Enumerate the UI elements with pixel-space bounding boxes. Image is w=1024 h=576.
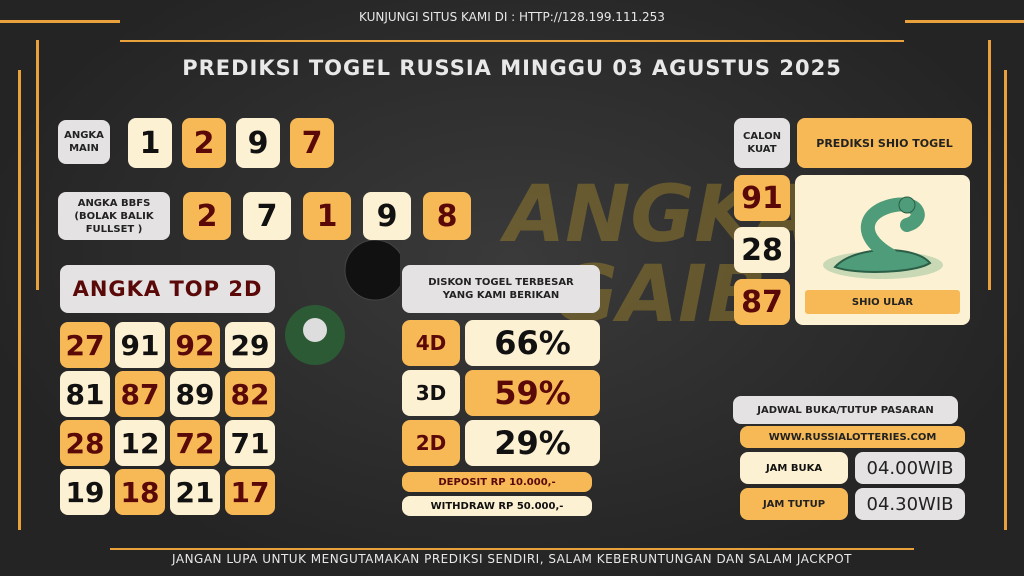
top2d-number: 21 xyxy=(170,469,220,515)
main-digit: 9 xyxy=(236,118,280,168)
diskon-value: 59% xyxy=(465,370,600,416)
decor xyxy=(36,40,39,290)
decor xyxy=(905,20,1024,23)
top2d-number: 19 xyxy=(60,469,110,515)
decor xyxy=(110,548,914,550)
withdraw: WITHDRAW RP 50.000,- xyxy=(402,496,592,516)
buka-time: 04.00WIB xyxy=(855,452,965,484)
footer: JANGAN LUPA UNTUK MENGUTAMAKAN PREDIKSI … xyxy=(172,552,852,566)
top2d-number: 17 xyxy=(225,469,275,515)
bbfs-label: ANGKA BBFS (BOLAK BALIK FULLSET ) xyxy=(58,192,170,240)
decor xyxy=(0,20,120,23)
diskon-game: 3D xyxy=(402,370,460,416)
tutup-label: JAM TUTUP xyxy=(740,488,848,520)
shio-name: SHIO ULAR xyxy=(805,290,960,314)
shio-title: PREDIKSI SHIO TOGEL xyxy=(797,118,972,168)
bbfs-digit: 1 xyxy=(303,192,351,240)
main-digit: 7 xyxy=(290,118,334,168)
top2d-number: 87 xyxy=(115,371,165,417)
buka-label: JAM BUKA xyxy=(740,452,848,484)
diskon-game: 2D xyxy=(402,420,460,466)
top2d-number: 81 xyxy=(60,371,110,417)
decor xyxy=(18,70,21,530)
visit-text: KUNJUNGI SITUS KAMI DI : HTTP://128.199.… xyxy=(359,10,665,24)
top2d-number: 89 xyxy=(170,371,220,417)
main-digit: 1 xyxy=(128,118,172,168)
jadwal-title: JADWAL BUKA/TUTUP PASARAN xyxy=(733,396,958,424)
top2d-number: 82 xyxy=(225,371,275,417)
decor xyxy=(1004,70,1007,530)
site: WWW.RUSSIALOTTERIES.COM xyxy=(740,426,965,448)
top2d-number: 72 xyxy=(170,420,220,466)
bbfs-digit: 8 xyxy=(423,192,471,240)
decor xyxy=(120,40,904,42)
top2d-number: 91 xyxy=(115,322,165,368)
main-digit: 2 xyxy=(182,118,226,168)
top2d-number: 18 xyxy=(115,469,165,515)
top2d-number: 71 xyxy=(225,420,275,466)
diskon-label: DISKON TOGEL TERBESAR YANG KAMI BERIKAN xyxy=(402,265,600,313)
calon-label: CALON KUAT xyxy=(734,118,790,168)
bbfs-digit: 9 xyxy=(363,192,411,240)
shio-number: 91 xyxy=(734,175,790,221)
diskon-value: 29% xyxy=(465,420,600,466)
decor xyxy=(285,240,400,365)
title: PREDIKSI TOGEL RUSSIA MINGGU 03 AGUSTUS … xyxy=(182,56,842,80)
top2d-number: 92 xyxy=(170,322,220,368)
bbfs-digit: 2 xyxy=(183,192,231,240)
top2d-number: 29 xyxy=(225,322,275,368)
shio-number: 87 xyxy=(734,279,790,325)
diskon-value: 66% xyxy=(465,320,600,366)
top2d-number: 12 xyxy=(115,420,165,466)
snake xyxy=(823,196,943,279)
angka-main-label: ANGKA MAIN xyxy=(58,120,110,164)
deposit: DEPOSIT RP 10.000,- xyxy=(402,472,592,492)
shio-number: 28 xyxy=(734,227,790,273)
top2d-label: ANGKA TOP 2D xyxy=(60,265,275,313)
decor xyxy=(988,40,991,290)
bbfs-digit: 7 xyxy=(243,192,291,240)
diskon-game: 4D xyxy=(402,320,460,366)
tutup-time: 04.30WIB xyxy=(855,488,965,520)
top2d-number: 28 xyxy=(60,420,110,466)
top2d-number: 27 xyxy=(60,322,110,368)
